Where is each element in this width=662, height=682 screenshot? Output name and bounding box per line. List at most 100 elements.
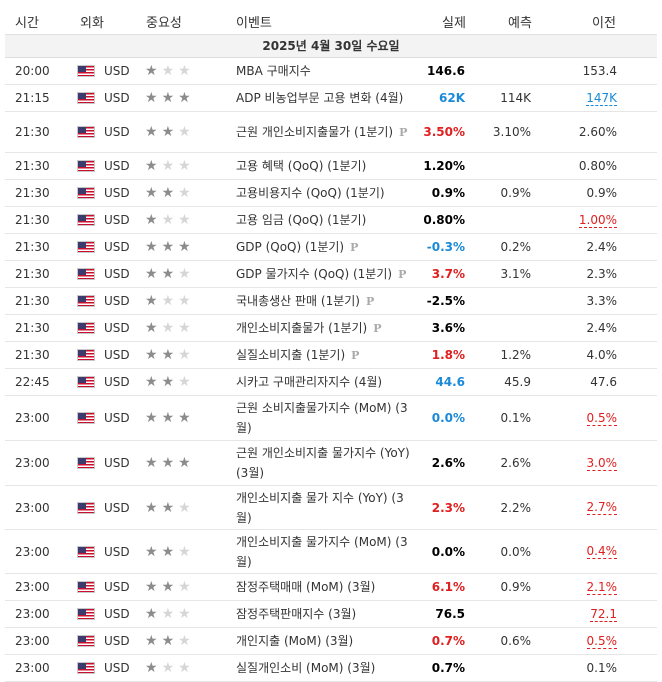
table-row[interactable]: 23:00 USD ★ ★ ★ 잠정주택판매지수 (3월) 76.5 72.1 [5,601,657,628]
table-row[interactable]: 21:30 USD ★ ★ ★ 고용 혜택 (QoQ) (1분기) 1.20% 0.80% [5,153,657,180]
event-time: 23:00 [15,661,50,675]
event-cell: 근원 개인소비지출물가 (1분기) P [236,112,416,152]
importance-stars: ★ ★ ★ [145,486,215,529]
star-empty-icon: ★ [178,579,191,595]
event-name[interactable]: ADP 비농업부문 고용 변화 (4월) [236,91,404,105]
table-row[interactable]: 21:30 USD ★ ★ ★ GDP (QoQ) (1분기) P -0.3% 0.2% 2.4% [5,234,657,261]
previous-revised[interactable]: 3.0% [586,455,617,471]
previous-value: 147K [551,85,617,111]
actual-value: 3.50% [423,125,465,139]
previous-value: 2.4% [586,321,618,335]
previous-value: 4.0% [586,348,618,362]
table-row[interactable]: 21:30 USD ★ ★ ★ 국내총생산 판매 (1분기) P -2.5% 3.3% [5,288,657,315]
us-flag-icon [77,214,95,226]
table-row[interactable]: 23:00 USD ★ ★ ★ 잠정주택매매 (MoM) (3월) 6.1% 0.9% 2.1% [5,574,657,601]
event-name[interactable]: 근원 소비지출물가지수 (MoM) (3월) [236,401,408,435]
table-row[interactable]: 21:30 USD ★ ★ ★ 실질소비지출 (1분기) P 1.8% 1.2% 4.0% [5,342,657,369]
previous-revised[interactable]: 72.1 [590,606,617,622]
event-time: 21:30 [15,186,50,200]
previous-revised[interactable]: 2.7% [586,500,617,515]
table-row[interactable]: 23:00 USD ★ ★ ★ 근원 소비지출물가지수 (MoM) (3월) 0.0% 0.1… [5,396,657,441]
currency-code: USD [104,580,130,594]
actual-value: 0.9% [431,186,465,200]
us-flag-icon [77,635,95,647]
importance-stars: ★ ★ ★ [145,530,215,573]
star-filled-icon: ★ [161,455,175,471]
event-name[interactable]: 고용 임금 (QoQ) (1분기) [236,213,367,227]
currency-cell: USD [77,261,147,287]
table-row[interactable]: 23:00 USD ★ ★ ★ 개인지출 (MoM) (3월) 0.7% 0.6% 0.5% [5,628,657,655]
header-importance[interactable]: 중요성 [146,16,182,31]
currency-code: USD [104,321,130,335]
forecast-value: 2.2% [500,500,532,515]
header-time[interactable]: 시간 [15,16,39,31]
table-row[interactable]: 22:45 USD ★ ★ ★ 시카고 구매관리자지수 (4월) 44.6 45.9 47.6 [5,369,657,396]
table-row[interactable]: 20:00 USD ★ ★ ★ MBA 구매지수 146.6 153.4 [5,58,657,85]
table-row[interactable]: 21:30 USD ★ ★ ★ GDP 물가지수 (QoQ) (1분기) P 3.7% 3.1%… [5,261,657,288]
star-filled-icon: ★ [145,374,158,390]
currency-cell: USD [77,207,147,233]
header-event[interactable]: 이벤트 [236,16,272,31]
star-empty-icon: ★ [178,499,191,516]
event-name[interactable]: 개인소비지출 물가 지수 (YoY) (3월) [236,490,404,525]
star-empty-icon: ★ [161,63,175,79]
event-name[interactable]: 실질개인소비 (MoM) (3월) [236,661,376,675]
event-name[interactable]: 근원 개인소비지출물가 (1분기) P [236,124,408,139]
star-empty-icon: ★ [161,606,175,622]
actual-value: 76.5 [435,607,465,621]
forecast-value: 3.10% [492,125,531,139]
event-name[interactable]: 고용비용지수 (QoQ) (1분기) [236,186,385,200]
actual-value: 1.20% [423,159,465,173]
star-filled-icon: ★ [145,124,158,140]
table-row[interactable]: 21:30 USD ★ ★ ★ 개인소비지출물가 (1분기) P 3.6% 2.4% [5,315,657,342]
table-row[interactable]: 23:00 USD ★ ★ ★ 실질개인소비 (MoM) (3월) 0.7% 0.1% [5,655,657,682]
event-name[interactable]: 잠정주택판매지수 (3월) [236,607,357,621]
star-filled-icon: ★ [161,633,175,649]
event-name[interactable]: GDP 물가지수 (QoQ) (1분기) P [236,266,407,281]
actual-value: 3.6% [431,321,465,335]
event-name[interactable]: 실질소비지출 (1분기) P [236,347,360,362]
table-row[interactable]: 21:30 USD ★ ★ ★ 고용 임금 (QoQ) (1분기) 0.80% 1.00% [5,207,657,234]
star-empty-icon: ★ [161,212,175,228]
previous-value: 47.6 [590,375,617,389]
star-filled-icon: ★ [145,579,158,595]
us-flag-icon [77,322,95,334]
previous-revised[interactable]: 0.5% [586,633,617,649]
event-name[interactable]: 국내총생산 판매 (1분기) P [236,293,375,308]
table-row[interactable]: 23:00 USD ★ ★ ★ 개인소비지출 물가지수 (MoM) (3월) 0.0% 0.0… [5,530,657,574]
event-name[interactable]: 근원 개인소비지출 물가지수 (YoY) (3월) [236,446,410,480]
header-actual[interactable]: 실제 [442,16,466,31]
importance-stars: ★ ★ ★ [145,574,215,600]
previous-revised[interactable]: 2.1% [586,579,617,595]
event-name[interactable]: GDP (QoQ) (1분기) P [236,239,359,254]
event-name[interactable]: 잠정주택매매 (MoM) (3월) [236,580,376,594]
previous-revised[interactable]: 0.5% [586,410,617,426]
star-filled-icon: ★ [145,543,158,560]
star-filled-icon: ★ [145,455,158,471]
event-name[interactable]: MBA 구매지수 [236,64,311,78]
previous-revised[interactable]: 1.00% [578,212,617,228]
previous-value: 2.4% [586,240,618,254]
previous-revised[interactable]: 147K [586,90,617,106]
star-filled-icon: ★ [145,63,158,79]
event-name[interactable]: 개인지출 (MoM) (3월) [236,634,354,648]
previous-value: 2.1% [551,574,617,600]
currency-code: USD [104,411,130,425]
event-cell: GDP 물가지수 (QoQ) (1분기) P [236,261,416,287]
header-currency[interactable]: 외화 [80,16,104,31]
header-previous[interactable]: 이전 [592,16,616,31]
preliminary-icon: P [398,267,407,281]
previous-revised[interactable]: 0.4% [586,544,617,559]
header-forecast[interactable]: 예측 [508,16,532,31]
table-row[interactable]: 21:30 USD ★ ★ ★ 고용비용지수 (QoQ) (1분기) 0.9% 0.9% 0.9… [5,180,657,207]
event-name[interactable]: 고용 혜택 (QoQ) (1분기) [236,159,367,173]
event-name[interactable]: 개인소비지출 물가지수 (MoM) (3월) [236,534,408,569]
table-row[interactable]: 23:00 USD ★ ★ ★ 근원 개인소비지출 물가지수 (YoY) (3월) 2.6%… [5,441,657,486]
event-name[interactable]: 시카고 구매관리자지수 (4월) [236,375,383,389]
table-row[interactable]: 21:15 USD ★ ★ ★ ADP 비농업부문 고용 변화 (4월) 62K 114K 14… [5,85,657,112]
event-name[interactable]: 개인소비지출물가 (1분기) P [236,320,382,335]
table-row[interactable]: 23:00 USD ★ ★ ★ 개인소비지출 물가 지수 (YoY) (3월) 2.3% 2.… [5,486,657,530]
forecast-value: 3.1% [500,267,532,281]
star-filled-icon: ★ [161,239,175,255]
table-row[interactable]: 21:30 USD ★ ★ ★ 근원 개인소비지출물가 (1분기) P 3.50% 3.10% 2… [5,112,657,153]
